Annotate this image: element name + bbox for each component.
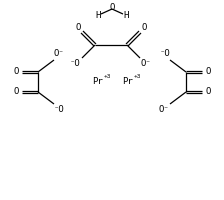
Text: O: O xyxy=(109,3,115,12)
Text: ⁻O: ⁻O xyxy=(54,106,64,114)
Text: +3: +3 xyxy=(104,74,112,79)
Text: O: O xyxy=(75,22,81,31)
Text: +3: +3 xyxy=(134,74,142,79)
Text: Pr: Pr xyxy=(92,77,102,86)
Text: Pr: Pr xyxy=(122,77,132,86)
Text: O: O xyxy=(141,22,147,31)
Text: H: H xyxy=(95,11,101,21)
Text: ⁻O: ⁻O xyxy=(70,58,80,68)
Text: O: O xyxy=(13,88,19,97)
Text: O: O xyxy=(13,68,19,76)
Text: O: O xyxy=(205,68,211,76)
Text: O⁻: O⁻ xyxy=(54,49,64,58)
Text: O: O xyxy=(205,88,211,97)
Text: O⁻: O⁻ xyxy=(141,58,151,68)
Text: ⁻O: ⁻O xyxy=(160,49,170,58)
Text: H: H xyxy=(123,11,129,21)
Text: O⁻: O⁻ xyxy=(159,106,169,114)
